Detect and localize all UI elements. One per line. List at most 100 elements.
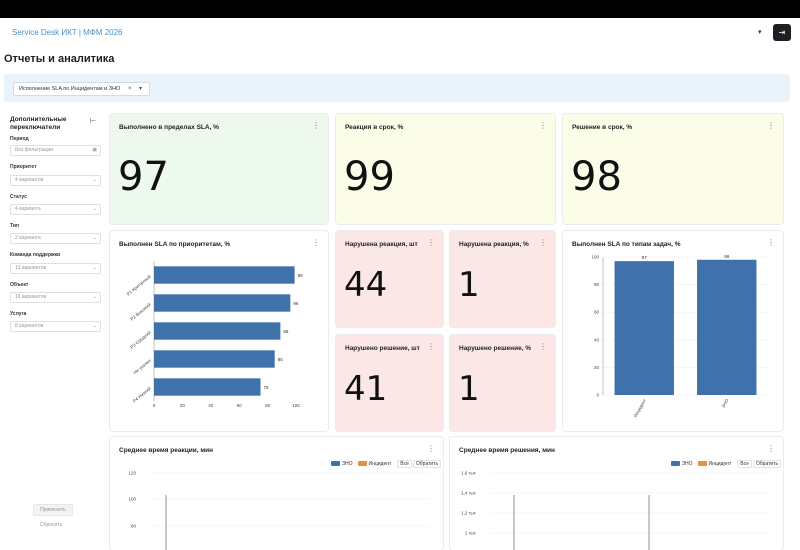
filter-label-status: Статус (10, 194, 27, 200)
filter-value: 2 варианта (15, 235, 41, 241)
bar-0 (614, 261, 674, 395)
x-tick-label-2: 40 (208, 403, 214, 408)
dashboard-select-label: Исполнение SLA по Инцидентам и ЗНО (19, 86, 121, 92)
clear-icon[interactable]: × (128, 86, 132, 92)
filter-select-service[interactable]: 8 вариантов ⌄ (10, 321, 101, 332)
chevron-down-icon[interactable]: ▾ (139, 86, 143, 92)
chart-title: Выполнен SLA по приоритетам, % (119, 241, 231, 248)
more-vertical-icon[interactable]: ⋮ (427, 342, 435, 351)
filter-label-priority: Приоритет (10, 164, 37, 170)
app-title-link[interactable]: Service Desk ИКТ | МФМ 2026 (12, 28, 123, 37)
bar-4 (154, 378, 261, 396)
kpi-title: Выполнено в пределах SLA, % (119, 124, 219, 131)
kpi-title: Нарушена реакция, % (459, 241, 529, 248)
collapse-sidebar-icon[interactable]: ⊢ (90, 118, 97, 125)
dashboard-select[interactable]: Исполнение SLA по Инцидентам и ЗНО × ▾ (13, 82, 150, 96)
legend-all-button[interactable]: Все (397, 460, 412, 468)
bar-1 (154, 294, 291, 312)
data-label-1: 96 (293, 301, 299, 306)
data-label-2: 89 (283, 329, 289, 334)
legend-invert-button[interactable]: Обратить (752, 460, 782, 468)
more-vertical-icon[interactable]: ⋮ (539, 238, 547, 247)
kpi-value: 98 (571, 154, 622, 200)
more-vertical-icon[interactable]: ⋮ (427, 444, 435, 453)
filter-value: Без фильтрации (15, 147, 53, 153)
legend-invert-button[interactable]: Обратить (412, 460, 442, 468)
filter-value: 16 вариантов (15, 294, 47, 300)
legend-label: Инцидент (368, 461, 392, 467)
chevron-down-icon: ⌄ (92, 177, 97, 183)
filter-select-support-team[interactable]: 13 вариантов ⌄ (10, 263, 101, 274)
more-vertical-icon[interactable]: ⋮ (539, 121, 547, 130)
x-tick-label-3: 60 (237, 403, 243, 408)
filter-select-status[interactable]: 4 варианта ⌄ (10, 204, 101, 215)
kpi-value: 97 (118, 154, 169, 200)
reset-link[interactable]: Сбросить (40, 522, 63, 528)
chart-panel-avg-resolution-time: Среднее время решения, мин ⋮ ЗНО Инцидент… (450, 437, 783, 550)
kpi-value: 41 (344, 369, 388, 409)
y-tick-label-1: 20 (594, 365, 600, 370)
filter-select-priority[interactable]: 4 вариантов ⌄ (10, 175, 101, 186)
chevron-down-icon: ⌄ (92, 294, 97, 300)
filter-value: 13 вариантов (15, 265, 47, 271)
kpi-value: 1 (458, 369, 480, 409)
kpi-card-reaction-breach-count: Нарушена реакция, шт ⋮ 44 (336, 231, 443, 327)
header-dropdown-chevron-icon[interactable]: ▾ (758, 29, 762, 36)
x-tick-label-0: 0 (153, 403, 156, 408)
calendar-icon: ▣ (92, 147, 97, 153)
filter-label-support-team: Команда поддержки (10, 252, 61, 258)
sla-by-task-type-chart: 0 20 40 60 80 100 97 Инцидент 98 ЗНО (591, 254, 768, 418)
more-vertical-icon[interactable]: ⋮ (767, 121, 775, 130)
category-label-4: P4 Низкий (131, 385, 152, 404)
kpi-title: Нарушена реакция, шт (345, 241, 418, 248)
sidebar-title: Дополнительные переключатели (10, 116, 67, 131)
kpi-card-reaction-ontime: Реакция в срок, % ⋮ 99 (336, 114, 555, 224)
legend-item-incident[interactable]: Инцидент (697, 461, 731, 467)
filter-value: 8 вариантов (15, 323, 44, 329)
more-vertical-icon[interactable]: ⋮ (539, 342, 547, 351)
kpi-card-resolution-ontime: Решение в срок, % ⋮ 98 (563, 114, 783, 224)
filter-select-object[interactable]: 16 вариантов ⌄ (10, 292, 101, 303)
kpi-title: Нарушено решение, % (459, 345, 532, 352)
more-vertical-icon[interactable]: ⋮ (312, 238, 320, 247)
chart-title: Выполнен SLA по типам задач, % (572, 241, 681, 248)
bar-1 (697, 259, 757, 395)
more-vertical-icon[interactable]: ⋮ (312, 121, 320, 130)
filter-label-period: Период (10, 136, 29, 142)
category-label-0: Инцидент (633, 398, 648, 418)
chevron-down-icon: ⌄ (92, 323, 97, 329)
legend-item-incident[interactable]: Инцидент (357, 461, 392, 467)
app-header: Service Desk ИКТ | МФМ 2026 ▾ ⇥ (0, 18, 800, 48)
data-label-3: 85 (278, 357, 284, 362)
more-vertical-icon[interactable]: ⋮ (427, 238, 435, 247)
data-label-0: 97 (642, 255, 648, 260)
x-tick-label-5: 100 (292, 403, 300, 408)
exit-button[interactable]: ⇥ (773, 24, 791, 41)
y-tick-label-3: 1,6 тыс (461, 471, 477, 476)
apply-button[interactable]: Применить (33, 504, 73, 516)
more-vertical-icon[interactable]: ⋮ (767, 238, 775, 247)
filter-select-type[interactable]: 2 варианта ⌄ (10, 233, 101, 244)
legend-item-zno[interactable]: ЗНО (671, 461, 693, 467)
chevron-down-icon: ⌄ (92, 265, 97, 271)
kpi-title: Нарушено решение, шт (345, 345, 420, 352)
chart-panel-sla-by-task-type: Выполнен SLA по типам задач, % ⋮ 0 20 40 60… (563, 231, 783, 431)
legend-item-zno[interactable]: ЗНО (331, 461, 353, 467)
filters-sidebar: Дополнительные переключатели ⊢ Период Бе… (4, 108, 104, 548)
chevron-down-icon: ⌄ (92, 235, 97, 241)
x-tick-label-1: 20 (180, 403, 186, 408)
filter-select-period[interactable]: Без фильтрации ▣ (10, 145, 101, 156)
category-label-0: P1 Критичный (125, 273, 152, 297)
chart-legend: ЗНО Инцидент Все Обратить (331, 460, 442, 468)
y-tick-label-4: 80 (594, 282, 600, 287)
legend-label: ЗНО (682, 461, 693, 467)
more-vertical-icon[interactable]: ⋮ (767, 444, 775, 453)
chart-title: Среднее время реакции, мин (119, 447, 214, 454)
dashboard-filter-bar: Исполнение SLA по Инцидентам и ЗНО × ▾ (4, 74, 790, 102)
sla-by-priority-chart: 99 P1 Критичный 96 P2 Высокий 89 P3 Средний 85… (125, 261, 303, 408)
y-tick-label-1: 1,2 тыс (461, 511, 477, 516)
category-label-1: P2 Высокий (129, 301, 152, 322)
chart-panel-avg-reaction-time: Среднее время реакции, мин ⋮ ЗНО Инцидент… (110, 437, 443, 550)
legend-all-button[interactable]: Все (737, 460, 752, 468)
bar-2 (154, 322, 281, 340)
